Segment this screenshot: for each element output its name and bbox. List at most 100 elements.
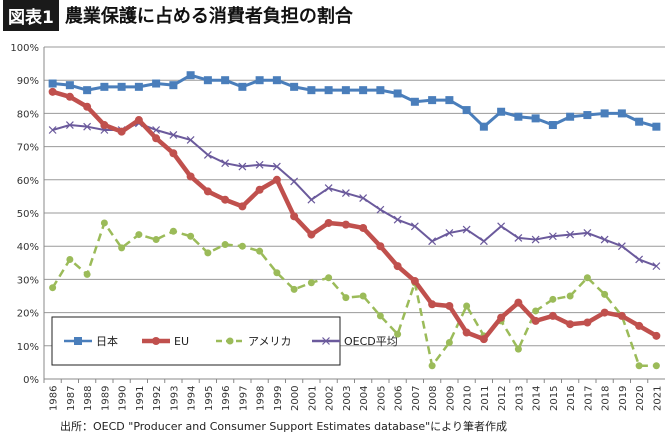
series-line — [52, 73, 657, 129]
y-tick-label: 90% — [17, 76, 39, 87]
data-point — [48, 79, 57, 88]
data-point — [548, 121, 557, 130]
data-point — [186, 71, 195, 80]
data-point — [307, 279, 315, 287]
data-point — [290, 212, 299, 221]
x-tick-label: 1996 — [221, 386, 232, 411]
data-point — [134, 82, 143, 91]
x-tick-label: 1993 — [169, 386, 180, 411]
data-point — [322, 337, 330, 345]
x-tick-label: 2000 — [290, 386, 301, 411]
data-point — [256, 247, 264, 255]
x-tick-label: 2001 — [307, 386, 318, 411]
data-point — [376, 86, 385, 95]
data-point — [272, 162, 281, 171]
data-point — [497, 222, 506, 231]
x-tick-label: 2005 — [376, 386, 387, 411]
data-point — [583, 274, 591, 282]
data-point — [66, 255, 74, 263]
series-line — [52, 89, 658, 342]
source-note: 出所：OECD "Producer and Consumer Support E… — [60, 420, 507, 433]
x-tick-label: 1992 — [152, 386, 163, 411]
figure-badge: 図表1 — [3, 0, 59, 31]
data-point — [479, 335, 488, 344]
data-point — [566, 292, 574, 300]
data-point — [324, 218, 333, 227]
data-point — [186, 172, 195, 181]
data-point — [635, 321, 644, 330]
data-point — [652, 362, 660, 370]
y-tick-label: 10% — [17, 342, 39, 353]
x-tick-label: 2019 — [618, 386, 629, 411]
data-point — [221, 241, 229, 249]
data-point — [152, 236, 160, 244]
data-point — [549, 295, 557, 303]
data-point — [49, 284, 57, 292]
data-point — [462, 328, 471, 337]
x-tick-label: 2021 — [652, 386, 663, 411]
data-point — [652, 122, 661, 131]
data-point — [204, 249, 212, 257]
data-point — [152, 79, 161, 88]
data-point — [617, 311, 626, 320]
data-point — [514, 345, 522, 353]
data-point — [255, 160, 264, 169]
data-point — [445, 338, 453, 346]
data-point — [514, 112, 523, 121]
data-point — [273, 269, 281, 277]
data-point — [600, 109, 609, 118]
data-point — [83, 122, 92, 131]
data-point — [462, 106, 471, 115]
data-point — [255, 76, 264, 85]
x-tick-label: 2012 — [497, 386, 508, 411]
data-point — [342, 294, 350, 302]
x-tick-label: 2014 — [532, 386, 543, 411]
legend-label: アメリカ — [248, 335, 291, 348]
data-point — [307, 195, 316, 204]
data-point — [169, 149, 178, 158]
x-tick-label: 2003 — [342, 386, 353, 411]
x-tick-label: 1997 — [238, 386, 249, 411]
data-point — [514, 233, 523, 242]
data-point — [83, 270, 91, 278]
data-point — [532, 307, 540, 315]
data-point — [548, 311, 557, 320]
data-point — [410, 97, 419, 106]
x-tick-label: 1988 — [83, 386, 94, 411]
x-tick-label: 1987 — [66, 386, 77, 411]
x-tick-label: 2010 — [463, 386, 474, 411]
data-point — [187, 232, 195, 240]
data-point — [83, 86, 92, 95]
data-point — [359, 223, 368, 232]
legend-box — [51, 316, 341, 366]
data-point — [152, 134, 161, 143]
data-point — [169, 81, 178, 90]
data-point — [65, 121, 74, 129]
x-tick-label: 2016 — [566, 386, 577, 411]
data-point — [531, 316, 540, 325]
legend-item: 日本 — [64, 334, 118, 348]
data-point — [566, 230, 575, 239]
y-tick-label: 20% — [17, 309, 39, 320]
y-tick-label: 100% — [10, 43, 39, 54]
series-line — [52, 122, 657, 268]
data-point — [601, 290, 609, 298]
x-tick-label: 1998 — [256, 386, 267, 411]
data-point — [497, 313, 506, 322]
data-point — [566, 320, 575, 329]
data-point — [497, 107, 506, 116]
data-point — [635, 117, 644, 126]
data-point — [566, 112, 575, 121]
data-point — [272, 175, 281, 184]
data-point — [531, 235, 540, 244]
x-tick-label: 1991 — [135, 386, 146, 411]
data-point — [583, 111, 592, 120]
data-point — [100, 121, 109, 130]
data-point — [410, 277, 419, 286]
y-tick-label: 30% — [17, 275, 39, 286]
data-point — [290, 82, 299, 91]
x-tick-label: 1990 — [118, 386, 129, 411]
data-point — [238, 82, 247, 91]
data-point — [134, 116, 143, 125]
